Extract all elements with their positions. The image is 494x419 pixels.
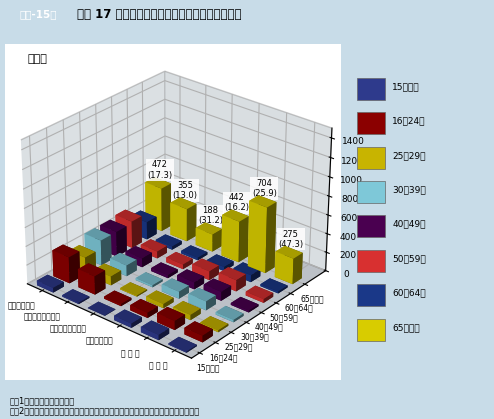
Text: 第１-15図: 第１-15図 bbox=[20, 9, 57, 19]
Text: 16～24歳: 16～24歳 bbox=[392, 116, 426, 125]
Text: 30～39歳: 30～39歳 bbox=[392, 185, 426, 194]
FancyBboxPatch shape bbox=[357, 147, 385, 168]
FancyBboxPatch shape bbox=[357, 78, 385, 100]
FancyBboxPatch shape bbox=[357, 284, 385, 306]
Text: 40～49歳: 40～49歳 bbox=[392, 220, 426, 229]
Text: 25～29歳: 25～29歳 bbox=[392, 151, 426, 160]
FancyBboxPatch shape bbox=[357, 319, 385, 341]
FancyBboxPatch shape bbox=[357, 215, 385, 238]
Text: 平成 17 年中の状態別・年齢層別交通事故死者数: 平成 17 年中の状態別・年齢層別交通事故死者数 bbox=[77, 8, 241, 21]
FancyBboxPatch shape bbox=[357, 112, 385, 134]
Text: 50～59歳: 50～59歳 bbox=[392, 254, 426, 263]
FancyBboxPatch shape bbox=[357, 181, 385, 203]
Text: 60～64歳: 60～64歳 bbox=[392, 289, 426, 297]
Text: 2　（　）内は，それぞれの状態別死者数の合計に対する構成率（％）である。: 2 （ ）内は，それぞれの状態別死者数の合計に対する構成率（％）である。 bbox=[10, 406, 200, 415]
Text: 65歳以上: 65歳以上 bbox=[392, 323, 420, 332]
Text: 注　1　警察庁資料による。: 注 1 警察庁資料による。 bbox=[10, 396, 75, 405]
Text: （人）: （人） bbox=[27, 54, 47, 65]
Text: 15歳以下: 15歳以下 bbox=[392, 82, 420, 91]
FancyBboxPatch shape bbox=[357, 250, 385, 272]
